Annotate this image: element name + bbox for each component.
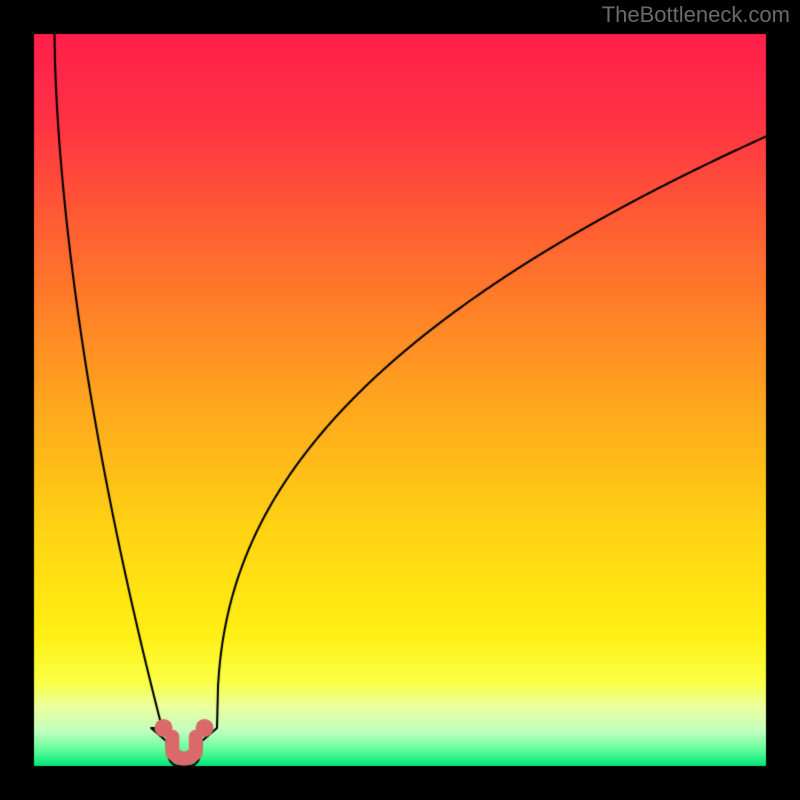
bottleneck-chart-canvas: [0, 0, 800, 800]
watermark-text: TheBottleneck.com: [602, 2, 790, 28]
